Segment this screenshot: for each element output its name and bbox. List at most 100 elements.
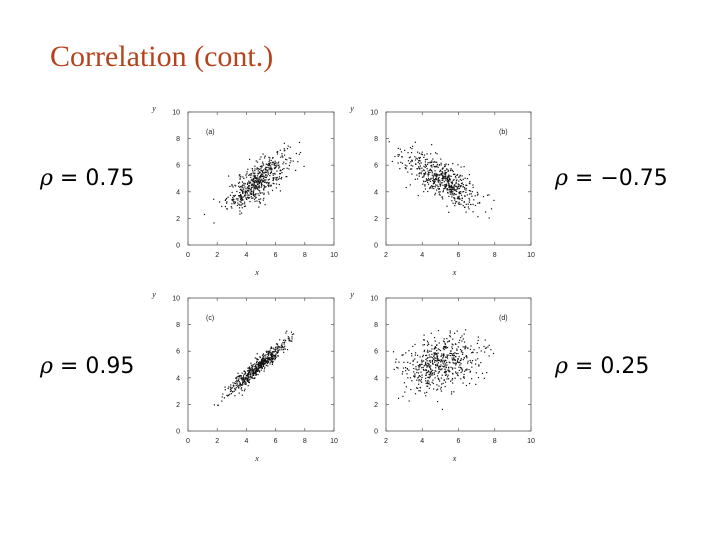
scatter-point [241, 185, 243, 187]
scatter-point [433, 182, 436, 184]
scatter-point [261, 174, 263, 176]
scatter-point [442, 176, 444, 178]
scatter-point [203, 213, 206, 216]
scatter-point [261, 367, 263, 369]
scatter-point [243, 373, 245, 375]
scatter-point [409, 168, 412, 170]
scatter-point [424, 184, 426, 186]
scatter-point [405, 186, 407, 189]
scatter-point [454, 359, 456, 361]
scatter-point [442, 175, 444, 177]
scatter-point [257, 363, 260, 365]
scatter-point [286, 148, 289, 150]
scatter-point [435, 347, 437, 349]
scatter-point [427, 190, 429, 193]
scatter-point [295, 169, 297, 171]
scatter-point [240, 201, 242, 203]
scatter-point [416, 387, 418, 389]
scatter-point [290, 160, 292, 162]
scatter-point [268, 169, 270, 171]
scatter-point [270, 354, 272, 356]
scatter-point [262, 360, 264, 362]
scatter-point [269, 349, 271, 351]
scatter-point [277, 165, 279, 167]
scatter-point [448, 186, 450, 188]
scatter-point [433, 354, 435, 356]
scatter-point [263, 368, 266, 370]
x-axis-label: x [452, 268, 457, 277]
scatter-point [275, 183, 278, 185]
scatter-point [425, 354, 427, 357]
scatter-point [456, 190, 458, 193]
scatter-point [464, 177, 466, 179]
scatter-point [461, 199, 463, 201]
scatter-point [253, 370, 255, 372]
plot-frame [187, 297, 335, 432]
scatter-point [250, 186, 253, 189]
scatter-point [434, 180, 436, 182]
scatter-point [241, 377, 243, 379]
scatter-point [434, 377, 436, 379]
scatter-point [250, 188, 253, 190]
scatter-point [235, 380, 237, 383]
scatter-point [418, 160, 420, 162]
scatter-point [288, 157, 290, 159]
y-tick-label: 8 [374, 136, 378, 143]
scatter-point [438, 188, 441, 190]
scatter-point [477, 336, 479, 338]
scatter-point [449, 186, 451, 188]
scatter-point [246, 192, 248, 194]
scatter-point [425, 354, 428, 356]
scatter-point [452, 367, 454, 369]
scatter-point [446, 361, 448, 364]
scatter-point [436, 184, 438, 186]
scatter-point [250, 364, 253, 366]
scatter-point [411, 380, 413, 382]
scatter-point [421, 367, 423, 369]
scatter-point [243, 381, 245, 383]
scatter-point [243, 201, 246, 203]
scatter-point [457, 374, 459, 377]
scatter-point [434, 192, 437, 194]
scatter-point [255, 181, 258, 183]
scatter-point [232, 200, 234, 202]
scatter-point [247, 367, 250, 369]
scatter-point [242, 384, 244, 386]
scatter-point [284, 339, 286, 341]
scatter-point [424, 185, 426, 187]
scatter-point [280, 156, 282, 158]
scatter-point [452, 186, 454, 188]
scatter-point [257, 366, 259, 368]
scatter-point [400, 151, 403, 153]
scatter-point [232, 382, 234, 384]
scatter-point [288, 164, 291, 167]
scatter-point [242, 381, 244, 383]
scatter-point [247, 373, 249, 375]
x-axis-label: x [254, 454, 259, 463]
scatter-point [222, 393, 224, 395]
scatter-point [248, 182, 250, 184]
scatter-point [409, 362, 411, 364]
scatter-point [253, 366, 255, 368]
scatter-point [246, 187, 249, 189]
scatter-point [460, 368, 462, 370]
scatter-point [261, 183, 263, 186]
scatter-point [430, 165, 432, 167]
scatter-point [258, 185, 260, 187]
scatter-point [234, 194, 236, 196]
scatter-point [258, 369, 260, 372]
scatter-point [439, 366, 441, 368]
scatter-point [465, 211, 467, 213]
scatter-point [249, 372, 251, 374]
scatter-point [449, 169, 452, 172]
scatter-point [434, 370, 436, 372]
y-axis-label: y [349, 290, 354, 299]
scatter-point [253, 189, 255, 191]
scatter-point [259, 371, 261, 373]
scatter-point [438, 176, 440, 179]
scatter-point [446, 357, 449, 359]
scatter-point [474, 195, 476, 197]
scatter-point [233, 202, 235, 204]
scatter-point [444, 187, 447, 189]
scatter-point [259, 165, 261, 168]
